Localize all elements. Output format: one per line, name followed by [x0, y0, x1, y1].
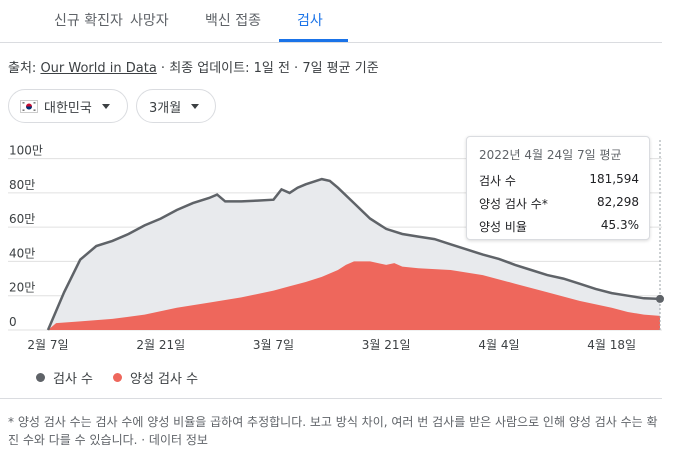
y-tick-label: 80만	[9, 178, 35, 192]
x-tick-label: 2월 21일	[136, 338, 185, 352]
tooltip-row-tests: 검사 수 181,594	[479, 172, 639, 189]
tab-bar: 신규 확진자 사망자 백신 접종 검사	[0, 0, 662, 43]
tooltip-row-positive: 양성 검사 수* 82,298	[479, 195, 639, 212]
tooltip-label: 양성 비율	[479, 220, 527, 234]
positive-area	[48, 261, 660, 330]
tab-testing[interactable]: 검사	[297, 13, 323, 29]
tab-vaccination[interactable]: 백신 접종	[205, 13, 261, 29]
x-tick-label: 4월 18일	[587, 338, 636, 352]
source-prefix: 출처:	[8, 61, 41, 76]
country-dropdown[interactable]: 대한민국	[8, 89, 128, 123]
tooltip-value: 45.3%	[600, 218, 639, 232]
tooltip-label: 검사 수	[479, 174, 516, 188]
divider	[0, 398, 662, 399]
y-tick-label: 0	[9, 315, 17, 329]
legend-positive-label: 양성 검사 수	[130, 372, 199, 387]
legend-dot-icon	[113, 373, 122, 382]
source-line: 출처: Our World in Data · 최종 업데이트: 1일 전 · …	[8, 57, 379, 76]
tooltip-value: 82,298	[597, 195, 639, 209]
y-axis-labels: 0 20만 40만 60만 80만 100만	[9, 144, 43, 329]
x-tick-label: 3월 7일	[253, 338, 294, 352]
korea-flag-icon	[20, 99, 38, 113]
active-tab-indicator	[279, 39, 348, 42]
tests-line	[46, 177, 661, 331]
tooltip-row-rate: 양성 비율 45.3%	[479, 218, 639, 235]
x-tick-label: 2월 7일	[27, 338, 68, 352]
y-tick-label: 100만	[9, 144, 43, 158]
chevron-down-icon	[101, 103, 110, 109]
tab-deaths[interactable]: 사망자	[130, 13, 169, 29]
x-tick-label: 3월 21일	[362, 338, 411, 352]
tooltip-title: 2022년 4월 24일 7일 평균	[479, 148, 622, 162]
testing-chart[interactable]: 0 20만 40만 60만 80만 100만 2월 7일 2월 21일 3월 7일 3월 21일…	[0, 130, 699, 360]
tab-new-cases[interactable]: 신규 확진자	[54, 13, 123, 29]
hover-point	[656, 294, 664, 303]
y-tick-label: 40만	[9, 246, 35, 260]
chevron-down-icon	[191, 103, 200, 109]
y-tick-label: 60만	[9, 212, 35, 226]
tooltip: 2022년 4월 24일 7일 평균 검사 수 181,594 양성 검사 수*…	[466, 136, 650, 240]
x-tick-label: 4월 4일	[478, 338, 519, 352]
legend-positive: 양성 검사 수	[113, 368, 198, 387]
y-tick-label: 20만	[9, 281, 35, 295]
country-label: 대한민국	[44, 100, 92, 116]
legend-tests-label: 검사 수	[53, 372, 94, 387]
source-suffix: · 최종 업데이트: 1일 전 · 7일 평균 기준	[156, 61, 379, 76]
tooltip-label: 양성 검사 수*	[479, 197, 548, 211]
legend-tests: 검사 수	[36, 368, 93, 387]
tooltip-value: 181,594	[589, 172, 639, 186]
legend-dot-icon	[36, 373, 45, 382]
x-axis-labels: 2월 7일 2월 21일 3월 7일 3월 21일 4월 4일 4월 18일	[27, 338, 636, 352]
range-dropdown[interactable]: 3개월	[136, 89, 216, 123]
source-link[interactable]: Our World in Data	[40, 61, 157, 76]
range-label: 3개월	[149, 100, 182, 116]
